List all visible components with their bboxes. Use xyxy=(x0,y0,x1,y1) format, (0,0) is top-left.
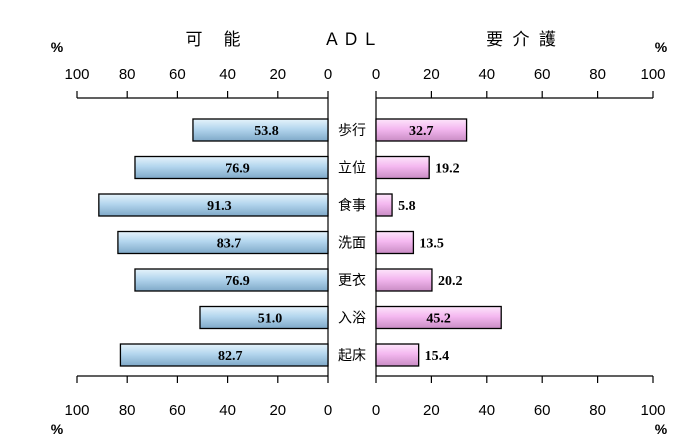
tick-label-left-top: 20 xyxy=(269,66,286,83)
heading-right: 要 介 護 xyxy=(486,30,558,50)
unit-top-left: % xyxy=(51,39,64,55)
bar-right-6 xyxy=(375,305,502,330)
value-label-left: 53.8 xyxy=(254,124,279,139)
tick-label-right-top: 100 xyxy=(640,66,665,83)
value-label-right: 32.7 xyxy=(409,124,434,139)
tick-label-right-top: 60 xyxy=(534,66,551,83)
value-label-right: 15.4 xyxy=(425,349,450,364)
tick-label-right-top: 80 xyxy=(589,66,606,83)
bar-left-1 xyxy=(192,118,329,142)
category-label: 洗面 xyxy=(338,236,366,252)
tick-label-right-bottom: 40 xyxy=(478,402,495,419)
tick-label-right-bottom: 80 xyxy=(589,402,606,419)
tick-label-right-bottom: 0 xyxy=(372,402,380,419)
value-label-right: 20.2 xyxy=(438,274,463,289)
tick-label-right-bottom: 100 xyxy=(640,402,665,419)
value-label-left: 83.7 xyxy=(217,237,242,252)
value-label-left: 76.9 xyxy=(225,162,250,177)
category-label: 入浴 xyxy=(338,311,366,327)
unit-bottom-left: % xyxy=(51,421,64,437)
bar-right-5 xyxy=(375,268,433,292)
value-label-left: 91.3 xyxy=(207,199,232,214)
tick-label-left-top: 80 xyxy=(119,66,136,83)
tick-label-right-top: 20 xyxy=(423,66,440,83)
tick-label-right-top: 40 xyxy=(478,66,495,83)
tick-label-left-top: 100 xyxy=(64,66,89,83)
tick-label-left-top: 0 xyxy=(324,66,332,83)
value-label-right: 13.5 xyxy=(419,237,444,252)
tick-label-left-bottom: 20 xyxy=(269,402,286,419)
heading-left: 可 能 xyxy=(186,30,243,50)
bar-right-1 xyxy=(375,118,468,142)
tick-label-left-bottom: 80 xyxy=(119,402,136,419)
tick-label-left-bottom: 100 xyxy=(64,402,89,419)
tick-label-left-top: 40 xyxy=(219,66,236,83)
bar-left-4 xyxy=(117,230,329,255)
value-label-right: 45.2 xyxy=(426,312,451,327)
category-label: 立位 xyxy=(338,161,366,177)
category-label: 更衣 xyxy=(338,273,366,289)
value-label-right: 19.2 xyxy=(435,162,460,177)
value-label-left: 51.0 xyxy=(258,312,283,327)
bar-left-2 xyxy=(134,155,329,180)
tick-label-left-bottom: 60 xyxy=(169,402,186,419)
tick-label-right-top: 0 xyxy=(372,66,380,83)
category-label: 食事 xyxy=(338,197,366,214)
unit-top-right: % xyxy=(655,39,668,55)
bars xyxy=(98,118,502,367)
heading-center: ＡＤＬ xyxy=(324,30,381,50)
value-label-left: 76.9 xyxy=(225,274,250,289)
tick-label-right-bottom: 60 xyxy=(534,402,551,419)
unit-bottom-right: % xyxy=(655,421,668,437)
bar-right-3 xyxy=(375,193,393,217)
value-label-left: 82.7 xyxy=(218,349,243,364)
tick-label-left-top: 60 xyxy=(169,66,186,83)
bar-right-2 xyxy=(375,155,430,180)
bar-right-4 xyxy=(375,230,415,255)
bar-left-6 xyxy=(199,305,329,330)
tick-label-left-bottom: 40 xyxy=(219,402,236,419)
category-label: 歩行 xyxy=(338,123,366,139)
tick-label-left-bottom: 0 xyxy=(324,402,332,419)
bar-left-5 xyxy=(134,268,329,292)
bar-right-7 xyxy=(375,343,420,367)
category-label: 起床 xyxy=(338,348,366,364)
value-label-right: 5.8 xyxy=(398,199,416,214)
tick-labels: 100 80 60 40 20 0 0 20 40 60 80 100 100 80 60 40 20 0 0 20 4… xyxy=(64,66,665,419)
tick-label-right-bottom: 20 xyxy=(423,402,440,419)
bar-left-7 xyxy=(119,343,329,367)
bar-left-3 xyxy=(98,193,329,217)
value-labels: 53.8 32.7 76.9 19.2 91.3 5.8 83.7 13.5 76.9 20.2 5… xyxy=(207,124,462,364)
